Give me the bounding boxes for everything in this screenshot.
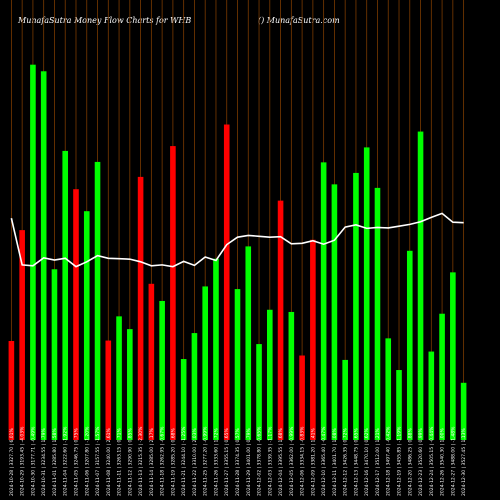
bar xyxy=(363,147,370,440)
bar xyxy=(51,269,58,440)
x-tick-label: 2024-12-26 | 3540.30 | 1.00% xyxy=(440,427,446,496)
bar xyxy=(385,338,392,440)
bar xyxy=(267,309,273,440)
x-tick-label: 2024-11-06 | 3207.80 | -1.20% xyxy=(84,426,90,496)
bar xyxy=(213,258,219,440)
bar xyxy=(331,184,338,440)
x-tick-label: 2024-12-27 | 3488.00 | -1.48% xyxy=(450,426,456,496)
x-tick-label: 2024-10-29 | 3193.45 | -4.03% xyxy=(20,426,26,496)
bar xyxy=(83,211,90,440)
bar xyxy=(148,283,155,440)
x-tick-label: 2024-11-29 | 3401.00 | 0.79% xyxy=(246,427,252,496)
bar xyxy=(62,150,69,441)
bar xyxy=(8,341,15,440)
x-tick-label: 2024-11-12 | 3290.90 | 0.85% xyxy=(127,427,133,496)
x-tick-label: 2024-12-18 | 3497.40 | -0.42% xyxy=(386,426,392,496)
bar xyxy=(406,250,413,440)
x-tick-label: 2024-11-13 | 3215.35 | -2.30% xyxy=(138,426,144,496)
bar xyxy=(439,313,445,440)
bar xyxy=(40,71,47,440)
x-tick-label: 2024-12-23 | 3520.60 | 0.99% xyxy=(418,427,424,496)
x-tick-label: 2024-12-02 | 3378.80 | -0.65% xyxy=(257,426,263,496)
x-tick-label: 2024-11-11 | 3263.15 | 0.71% xyxy=(117,427,123,496)
bar xyxy=(320,162,327,441)
x-tick-label: 2024-11-25 | 3277.20 | -0.99% xyxy=(203,426,209,496)
bar xyxy=(396,370,402,440)
x-tick-label: 2024-11-26 | 3333.60 | 1.72% xyxy=(213,427,219,496)
x-tick-label: 2024-11-19 | 3285.20 | 0.68% xyxy=(170,427,176,496)
bar xyxy=(170,146,176,440)
x-tick-label: 2024-11-04 | 3222.60 | -1.92% xyxy=(63,426,69,496)
bar xyxy=(234,289,241,440)
x-tick-label: 2024-10-28 | 3327.70 | 6.01% xyxy=(9,427,15,496)
bar xyxy=(159,300,165,440)
x-tick-label: 2024-12-10 | 3365.40 | -0.47% xyxy=(321,426,327,496)
x-tick-label: 2024-12-16 | 3470.10 | 0.62% xyxy=(364,427,370,496)
x-tick-label: 2024-11-08 | 3240.00 | 2.61% xyxy=(106,427,112,496)
bar xyxy=(223,124,230,441)
bar xyxy=(342,359,348,440)
x-tick-label: 2024-12-30 | 3527.45 | 1.13% xyxy=(461,427,467,496)
bar xyxy=(256,344,262,440)
bar xyxy=(127,329,133,440)
bar xyxy=(353,172,359,441)
bar xyxy=(94,161,101,441)
bar xyxy=(191,333,198,440)
bar xyxy=(245,246,252,440)
x-tick-label: 2024-12-04 | 3395.55 | 1.68% xyxy=(278,427,284,496)
bar xyxy=(137,176,144,440)
money-flow-line xyxy=(10,212,464,268)
x-tick-label: 2024-11-27 | 3355.15 | 0.65% xyxy=(224,427,230,496)
bar xyxy=(202,286,208,440)
x-tick-label: 2024-11-01 | 3285.80 | 1.58% xyxy=(52,427,58,496)
x-tick-label: 2024-12-20 | 3486.25 | 0.88% xyxy=(407,427,413,496)
bar xyxy=(73,189,79,440)
x-tick-label: 2024-11-28 | 3374.35 | 0.57% xyxy=(235,427,241,496)
x-tick-label: 2024-12-11 | 3401.70 | 1.08% xyxy=(332,427,338,496)
bar xyxy=(116,316,122,440)
chart-title: MunafaSutra Money Flow Charts for WHB xyxy=(18,16,192,25)
x-tick-label: 2024-11-21 | 3244.10 | -1.25% xyxy=(181,426,187,496)
x-tick-label: 2024-11-05 | 3246.75 | 0.75% xyxy=(73,427,79,496)
bar xyxy=(288,311,295,440)
bar xyxy=(180,359,187,440)
x-tick-label: 2024-11-14 | 3285.00 | 2.17% xyxy=(149,427,155,496)
x-tick-label: 2024-12-06 | 3334.15 | -0.83% xyxy=(300,426,306,496)
x-tick-label: 2024-12-13 | 3448.75 | 0.65% xyxy=(353,427,359,496)
x-tick-label: 2024-11-07 | 3157.55 | -1.57% xyxy=(95,426,101,496)
x-tick-label: 2024-10-30 | 3177.71 | -0.49% xyxy=(30,426,36,496)
site-credit: () MunafaSutra.com xyxy=(258,16,340,25)
x-tick-label: 2024-12-05 | 3362.00 | -0.99% xyxy=(289,426,295,496)
bar xyxy=(460,382,467,440)
bar xyxy=(105,340,112,440)
x-tick-label: 2024-12-09 | 3381.20 | 1.41% xyxy=(310,427,316,496)
bar xyxy=(450,272,456,440)
x-tick-label: 2024-12-12 | 3426.35 | 0.72% xyxy=(343,427,349,496)
x-tick-label: 2024-10-31 | 3234.55 | 1.79% xyxy=(41,427,47,496)
x-tick-label: 2024-12-03 | 3339.35 | -1.17% xyxy=(267,426,273,496)
bar xyxy=(310,239,316,440)
bar xyxy=(30,64,36,441)
x-tick-label: 2024-12-17 | 3512.00 | 1.21% xyxy=(375,427,381,496)
x-tick-label: 2024-12-24 | 3505.15 | -0.44% xyxy=(429,426,435,496)
bar xyxy=(417,131,424,440)
bar xyxy=(277,200,284,440)
x-tick-label: 2024-12-19 | 3455.85 | -1.19% xyxy=(397,426,403,496)
x-tick-label: 2024-11-22 | 3310.00 | 2.03% xyxy=(192,427,198,496)
bar xyxy=(299,355,305,440)
bar xyxy=(19,230,25,440)
x-tick-label: 2024-11-18 | 3262.95 | -0.67% xyxy=(160,426,166,496)
bar xyxy=(428,351,435,440)
bar xyxy=(374,187,381,440)
